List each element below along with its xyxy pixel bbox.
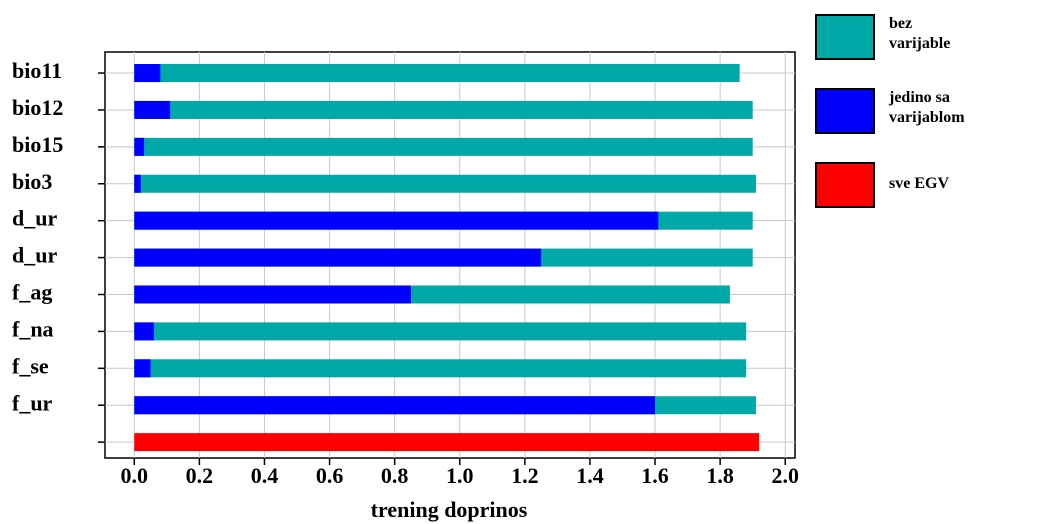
bar — [134, 359, 747, 378]
bar — [134, 174, 141, 193]
x-tick-label: 1.2 — [511, 463, 539, 488]
legend-swatch — [815, 88, 875, 134]
bar — [134, 64, 161, 83]
bar — [134, 285, 411, 304]
legend-item: bez varijable — [815, 14, 1014, 88]
plot-frame — [104, 51, 796, 459]
x-tick-label: 1.0 — [446, 463, 474, 488]
y-tick-label: bio11 — [12, 58, 62, 83]
x-tick-label: 2.0 — [771, 463, 799, 488]
bar — [134, 64, 740, 83]
legend-swatch — [815, 162, 875, 208]
y-tick-label: d_ur — [12, 206, 57, 231]
bar — [134, 322, 154, 341]
x-tick-label: 0.4 — [251, 463, 279, 488]
legend-label: jedino sa varijablom — [889, 89, 965, 126]
y-tick-label: d_ur — [12, 243, 57, 268]
x-axis-label: trening doprinos — [371, 497, 528, 522]
y-tick-label: bio12 — [12, 95, 63, 120]
bar — [134, 137, 145, 156]
x-tick-label: 0.0 — [121, 463, 149, 488]
x-tick-label: 1.8 — [706, 463, 734, 488]
bar — [134, 433, 760, 452]
x-tick-label: 0.6 — [316, 463, 344, 488]
legend: bez varijable jedino sa varijablom sve EGV — [815, 14, 1014, 236]
legend-label: bez varijable — [889, 15, 951, 52]
x-tick-label: 0.2 — [186, 463, 214, 488]
y-tick-label: bio15 — [12, 132, 63, 157]
bar — [134, 322, 747, 341]
legend-swatch — [815, 14, 875, 60]
bar — [134, 396, 656, 415]
y-tick-label: bio3 — [12, 169, 52, 194]
bar — [134, 137, 753, 156]
legend-item: sve EGV — [815, 162, 1014, 236]
bar — [134, 174, 756, 193]
y-tick-label: f_na — [12, 316, 54, 341]
y-tick-label: f_ur — [12, 390, 53, 415]
legend-label: sve EGV — [889, 175, 949, 192]
x-tick-label: 1.6 — [641, 463, 669, 488]
bar — [134, 100, 753, 119]
x-tick-label: 1.4 — [576, 463, 604, 488]
bar — [134, 248, 542, 267]
y-tick-label: f_se — [12, 353, 49, 378]
bar — [134, 100, 171, 119]
y-tick-label: f_ag — [12, 280, 52, 305]
legend-item: jedino sa varijablom — [815, 88, 1014, 162]
x-tick-label: 0.8 — [381, 463, 409, 488]
bar — [134, 359, 151, 378]
bar — [134, 211, 659, 230]
